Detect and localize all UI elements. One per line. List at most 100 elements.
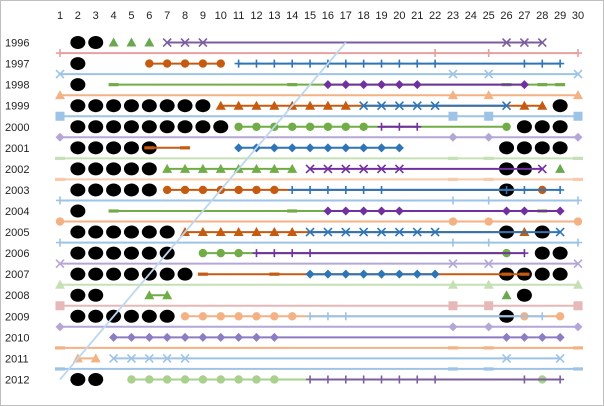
data-point xyxy=(538,59,547,68)
data-point xyxy=(412,269,422,279)
data-point xyxy=(448,238,457,247)
data-point xyxy=(70,162,86,176)
series-12 xyxy=(55,111,583,121)
data-point xyxy=(519,332,529,342)
data-point xyxy=(394,101,404,111)
data-point xyxy=(534,120,550,134)
series-43 xyxy=(55,346,583,350)
data-point xyxy=(70,99,86,113)
data-point xyxy=(88,162,104,176)
data-point xyxy=(252,375,261,384)
data-point xyxy=(534,246,550,260)
x-tick-label: 27 xyxy=(518,10,530,22)
series-45 xyxy=(109,353,565,363)
x-tick-label: 20 xyxy=(393,10,405,22)
data-point xyxy=(252,312,261,321)
data-point xyxy=(306,249,315,258)
data-point xyxy=(552,246,568,260)
data-point xyxy=(198,332,208,342)
data-point xyxy=(70,267,86,281)
data-point xyxy=(234,122,243,131)
data-point xyxy=(70,288,86,302)
data-point xyxy=(145,59,154,68)
x-tick-labels: 1 2 3 4 5 6 7 8 9 10 11 12 13 14 15 16 17 18 19 20 21 22 23 24 2… xyxy=(57,10,584,22)
x-tick-label: 6 xyxy=(146,10,152,22)
data-point xyxy=(556,185,565,194)
data-point xyxy=(359,122,368,131)
data-point xyxy=(159,99,175,113)
data-point xyxy=(573,156,583,160)
data-point xyxy=(359,185,368,194)
data-point xyxy=(573,177,583,182)
data-point xyxy=(552,120,568,134)
series-19 xyxy=(162,163,298,173)
data-point xyxy=(159,309,175,323)
data-point xyxy=(448,196,457,205)
data-point xyxy=(413,59,422,68)
data-point xyxy=(322,100,333,110)
data-point xyxy=(341,59,350,68)
series-41 xyxy=(55,322,583,332)
data-point xyxy=(323,227,333,237)
data-point xyxy=(519,272,530,276)
data-point xyxy=(306,375,315,384)
data-point xyxy=(215,227,226,237)
data-point xyxy=(123,225,139,239)
data-point xyxy=(106,183,122,197)
data-point xyxy=(501,272,512,276)
data-point xyxy=(197,272,208,276)
data-point xyxy=(88,183,104,197)
data-point xyxy=(56,49,64,58)
x-tick-label: 5 xyxy=(128,10,134,22)
y-tick-labels: 1996 1997 1998 1999 2000 2001 2002 2003 2004 2005… xyxy=(5,38,29,387)
series-20 xyxy=(305,164,547,174)
data-point xyxy=(215,100,226,110)
data-point xyxy=(55,156,65,160)
data-point xyxy=(556,375,565,384)
data-point xyxy=(162,375,172,384)
y-tick-label: 1998 xyxy=(5,80,29,92)
data-point xyxy=(574,196,582,205)
data-point xyxy=(376,227,387,237)
data-point xyxy=(413,122,422,131)
data-point xyxy=(573,367,583,371)
data-point xyxy=(341,164,351,174)
y-tick-label: 2010 xyxy=(5,332,29,344)
data-point xyxy=(88,225,104,239)
data-point xyxy=(141,99,157,113)
data-point xyxy=(323,269,333,279)
data-point xyxy=(269,227,280,237)
series-30 xyxy=(56,238,582,247)
data-point xyxy=(341,80,351,90)
data-point xyxy=(520,185,529,194)
data-point xyxy=(305,122,315,131)
data-point xyxy=(234,248,243,258)
x-tick-label: 24 xyxy=(465,10,477,22)
data-point xyxy=(195,99,211,113)
series-1 xyxy=(108,37,566,300)
data-point xyxy=(287,83,298,87)
data-point xyxy=(127,375,136,384)
data-point xyxy=(573,301,583,311)
data-point xyxy=(306,59,315,68)
data-point xyxy=(552,141,568,155)
data-point xyxy=(270,375,279,384)
data-point xyxy=(55,301,65,311)
data-point xyxy=(448,217,458,226)
data-point xyxy=(270,59,279,68)
data-point xyxy=(359,164,369,174)
data-point xyxy=(180,375,190,384)
data-point xyxy=(88,36,104,50)
x-tick-label: 15 xyxy=(304,10,316,22)
data-point xyxy=(537,37,547,48)
data-point xyxy=(484,301,494,311)
data-point xyxy=(180,163,191,173)
data-point xyxy=(144,332,154,342)
data-point xyxy=(159,120,175,134)
series-6 xyxy=(55,69,583,79)
data-point xyxy=(502,332,512,342)
y-tick-label: 2009 xyxy=(5,311,29,323)
data-point xyxy=(216,375,225,384)
data-point xyxy=(395,375,404,384)
data-point xyxy=(70,225,86,239)
